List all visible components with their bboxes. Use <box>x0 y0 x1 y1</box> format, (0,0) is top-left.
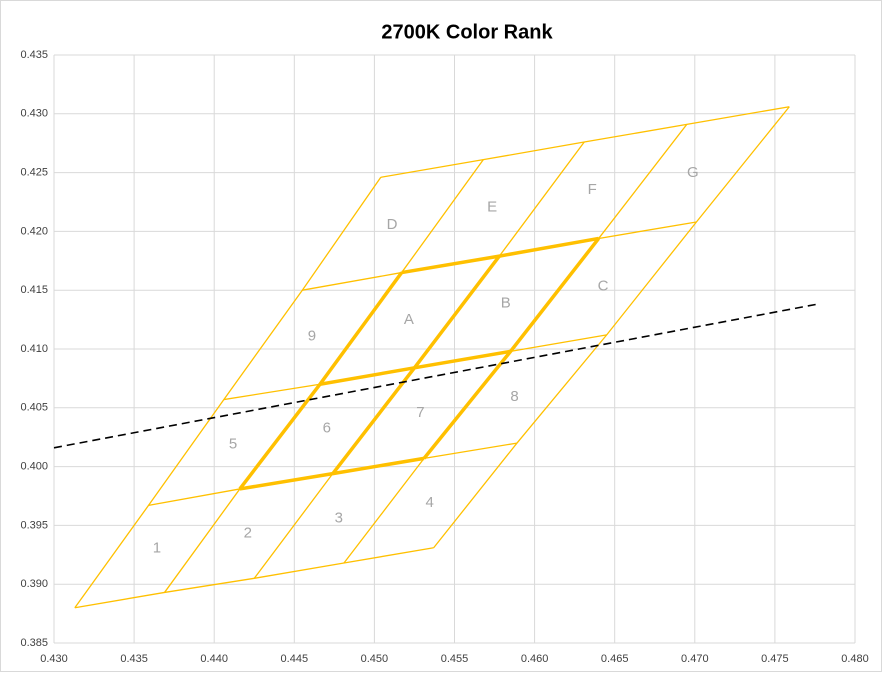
y-tick-label: 0.410 <box>20 343 48 355</box>
x-tick-label: 0.445 <box>281 653 309 665</box>
y-tick-label: 0.395 <box>20 519 48 531</box>
bin-label: 2 <box>244 524 252 541</box>
x-tick-label: 0.435 <box>120 653 148 665</box>
y-tick-label: 0.400 <box>20 461 48 473</box>
bin-column-line <box>433 106 790 549</box>
bold-column-line <box>422 237 601 460</box>
y-tick-label: 0.425 <box>20 167 48 179</box>
x-tick-label: 0.455 <box>441 653 469 665</box>
bin-label: D <box>387 216 398 233</box>
x-tick-label: 0.430 <box>40 653 68 665</box>
y-tick-label: 0.415 <box>20 284 48 296</box>
bin-label: 5 <box>229 436 237 453</box>
bin-label: A <box>404 311 414 328</box>
bin-label: E <box>487 199 497 216</box>
bin-label: 9 <box>308 328 316 345</box>
y-tick-label: 0.430 <box>20 108 48 120</box>
x-tick-label: 0.465 <box>601 653 629 665</box>
y-tick-label: 0.405 <box>20 402 48 414</box>
chart-title: 2700K Color Rank <box>381 21 553 43</box>
x-tick-label: 0.460 <box>521 653 549 665</box>
bin-label: 7 <box>416 404 424 421</box>
bin-label: B <box>501 294 511 311</box>
bin-label: C <box>598 278 609 295</box>
bin-label: G <box>687 164 699 181</box>
bin-label: 1 <box>153 540 161 557</box>
x-tick-label: 0.470 <box>681 653 709 665</box>
y-tick-label: 0.420 <box>20 225 48 237</box>
bold-column-line <box>331 255 501 475</box>
x-tick-label: 0.475 <box>761 653 789 665</box>
bin-label: 6 <box>323 420 331 437</box>
bin-column-line <box>74 176 382 609</box>
y-tick-label: 0.435 <box>20 49 48 61</box>
x-tick-label: 0.450 <box>361 653 389 665</box>
bin-label: 8 <box>510 388 518 405</box>
y-tick-label: 0.385 <box>20 637 48 649</box>
bin-label: F <box>588 181 597 198</box>
y-tick-label: 0.390 <box>20 578 48 590</box>
x-tick-label: 0.440 <box>200 653 228 665</box>
bold-row-line <box>401 236 599 275</box>
bin-label: 3 <box>335 509 343 526</box>
bin-label: 4 <box>425 494 433 511</box>
x-tick-label: 0.480 <box>841 653 869 665</box>
